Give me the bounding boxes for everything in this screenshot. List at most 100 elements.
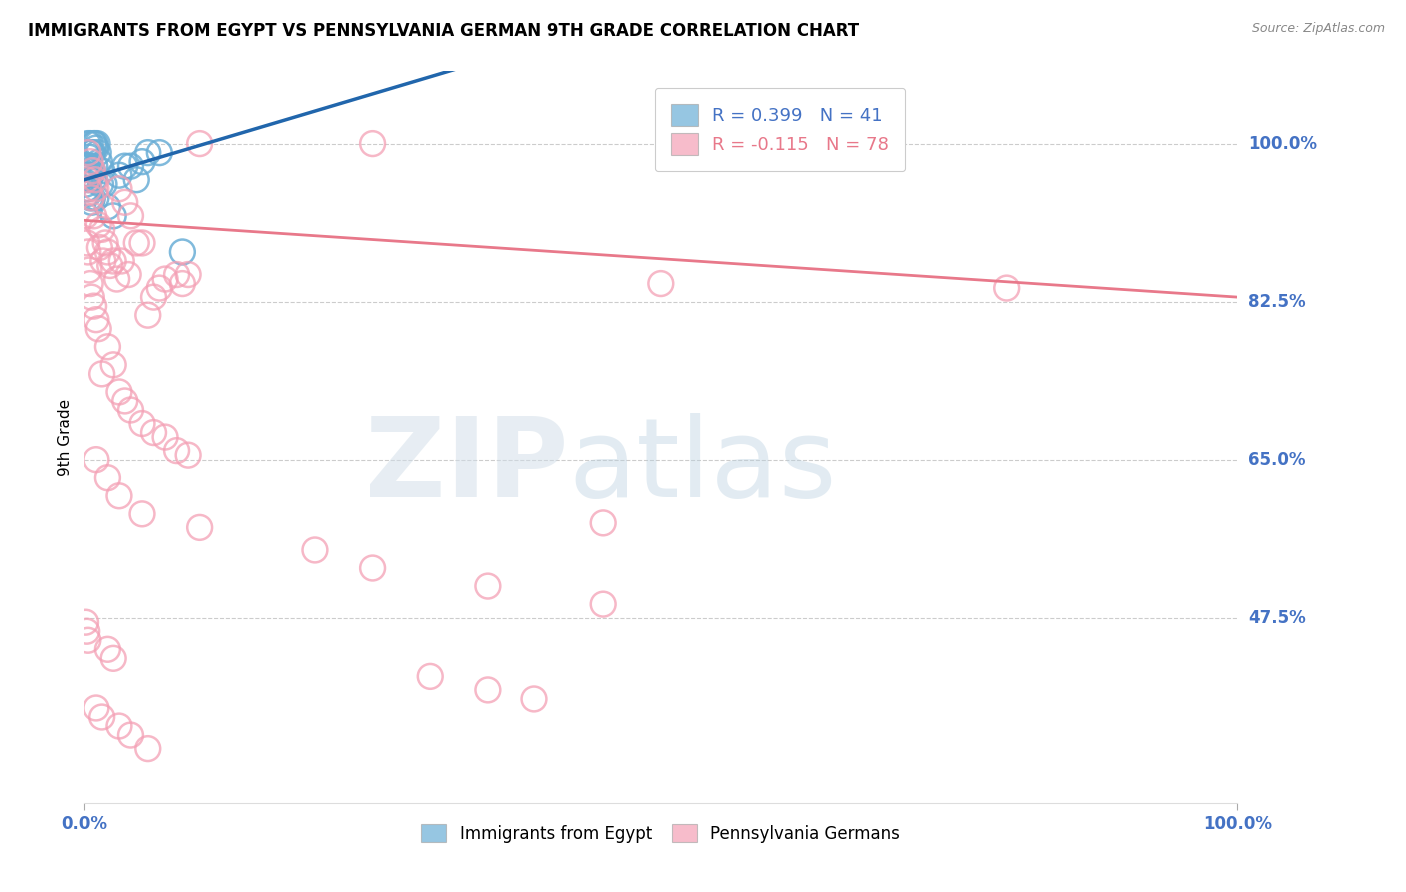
Point — [108, 182, 131, 196]
Point — [125, 172, 148, 186]
Point — [592, 597, 614, 611]
Point — [76, 182, 98, 196]
Point — [82, 145, 104, 160]
Point — [76, 633, 98, 648]
Point — [83, 136, 105, 151]
Text: 100.0%: 100.0% — [1249, 135, 1317, 153]
Point — [90, 222, 112, 236]
Point — [82, 163, 104, 178]
Point — [93, 178, 115, 192]
Point — [131, 235, 153, 250]
Point — [103, 209, 124, 223]
Point — [77, 263, 100, 277]
Text: 65.0%: 65.0% — [1249, 450, 1306, 468]
Point — [76, 145, 98, 160]
Point — [114, 159, 136, 173]
Point — [96, 642, 118, 657]
Point — [80, 191, 103, 205]
Point — [90, 710, 112, 724]
Point — [148, 281, 170, 295]
Point — [117, 268, 139, 282]
Point — [89, 154, 111, 169]
Point — [96, 340, 118, 354]
Point — [89, 240, 111, 254]
Point — [114, 195, 136, 210]
Point — [86, 136, 108, 151]
Point — [110, 254, 132, 268]
Point — [120, 728, 142, 742]
Point — [83, 136, 105, 151]
Point — [76, 182, 98, 196]
Point — [80, 168, 103, 182]
Point — [153, 272, 176, 286]
Point — [419, 669, 441, 683]
Point — [995, 281, 1018, 295]
Point — [83, 299, 105, 313]
Point — [84, 141, 107, 155]
Point — [136, 741, 159, 756]
Point — [79, 159, 101, 173]
Point — [108, 719, 131, 733]
Point — [96, 471, 118, 485]
Text: ZIP: ZIP — [366, 413, 568, 520]
Point — [120, 159, 142, 173]
Point — [166, 443, 188, 458]
Point — [75, 178, 97, 192]
Point — [76, 168, 98, 182]
Point — [125, 235, 148, 250]
Point — [83, 172, 105, 186]
Point — [89, 178, 111, 192]
Point — [77, 186, 100, 201]
Point — [79, 154, 101, 169]
Point — [98, 259, 121, 273]
Point — [188, 520, 211, 534]
Point — [650, 277, 672, 291]
Point — [77, 182, 100, 196]
Point — [76, 235, 98, 250]
Point — [114, 394, 136, 409]
Point — [523, 692, 546, 706]
Point — [120, 403, 142, 417]
Point — [76, 172, 98, 186]
Point — [83, 209, 105, 223]
Point — [80, 290, 103, 304]
Point — [77, 150, 100, 164]
Point — [304, 543, 326, 558]
Text: IMMIGRANTS FROM EGYPT VS PENNSYLVANIA GERMAN 9TH GRADE CORRELATION CHART: IMMIGRANTS FROM EGYPT VS PENNSYLVANIA GE… — [28, 22, 859, 40]
Point — [131, 417, 153, 431]
Point — [76, 159, 98, 173]
Point — [103, 254, 124, 268]
Text: Source: ZipAtlas.com: Source: ZipAtlas.com — [1251, 22, 1385, 36]
Point — [131, 507, 153, 521]
Point — [136, 145, 159, 160]
Point — [79, 191, 101, 205]
Point — [80, 145, 103, 160]
Point — [477, 579, 499, 593]
Point — [84, 452, 107, 467]
Point — [103, 651, 124, 665]
Point — [82, 163, 104, 178]
Point — [87, 218, 110, 232]
Point — [166, 268, 188, 282]
Point — [477, 682, 499, 697]
Point — [79, 136, 101, 151]
Point — [77, 172, 100, 186]
Point — [96, 200, 118, 214]
Legend: Immigrants from Egypt, Pennsylvania Germans: Immigrants from Egypt, Pennsylvania Germ… — [415, 817, 907, 849]
Point — [90, 367, 112, 381]
Point — [76, 136, 98, 151]
Text: 82.5%: 82.5% — [1249, 293, 1306, 310]
Point — [84, 312, 107, 326]
Point — [592, 516, 614, 530]
Point — [105, 272, 128, 286]
Point — [84, 182, 107, 196]
Point — [172, 277, 194, 291]
Point — [80, 195, 103, 210]
Point — [84, 701, 107, 715]
Point — [131, 154, 153, 169]
Point — [82, 191, 104, 205]
Point — [91, 254, 114, 268]
Point — [83, 172, 105, 186]
Point — [87, 145, 110, 160]
Point — [108, 489, 131, 503]
